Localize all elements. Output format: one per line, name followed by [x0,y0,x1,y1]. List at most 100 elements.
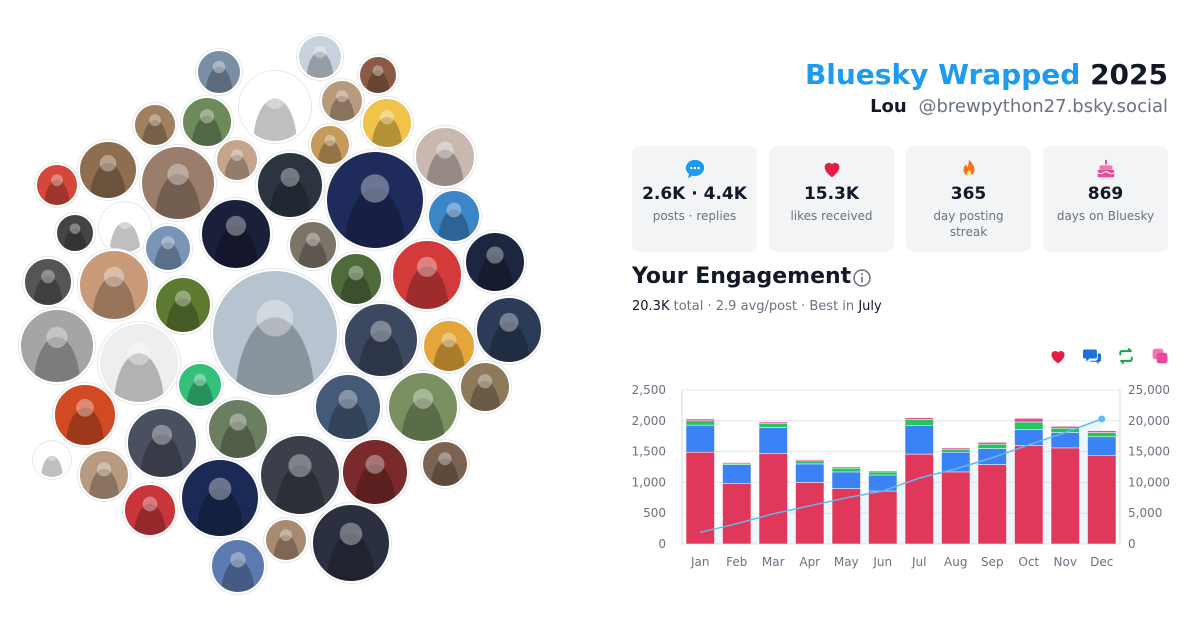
bar-replies [904,425,934,455]
quote-icon[interactable] [1150,347,1170,365]
avatar[interactable] [341,438,409,506]
avatar[interactable] [414,126,476,188]
avatar[interactable] [140,145,216,221]
bar-reposts [977,443,1007,449]
avatar[interactable] [297,34,343,80]
stat-likes: 15.3K likes received [769,146,894,252]
avatar[interactable] [133,103,177,147]
y-tick-label: 1,500 [632,445,666,459]
avatar[interactable] [210,538,266,594]
avatar[interactable] [126,407,198,479]
bar-quotes [831,466,861,469]
avatar[interactable] [427,189,481,243]
avatar[interactable] [53,383,117,447]
avatar[interactable] [154,276,212,334]
avatar-cluster [19,34,543,594]
avatar[interactable] [98,322,180,404]
avatar[interactable] [422,319,476,373]
avatar[interactable] [211,269,339,397]
avatar[interactable] [361,97,413,149]
avatar[interactable] [343,302,419,378]
avatar[interactable] [78,249,150,321]
avatar[interactable] [387,371,459,443]
avatar[interactable] [215,138,259,182]
stat-value: 365 [950,184,987,204]
engagement-best-month: July [858,299,882,314]
stat-label: days on Bluesky [1056,209,1155,223]
avatar[interactable] [259,434,341,516]
bar-reposts [941,448,971,453]
bar-replies [977,448,1007,465]
avatar[interactable] [464,231,526,293]
bar-replies [1050,432,1080,449]
bar-replies [831,471,861,489]
avatar[interactable] [144,224,192,272]
avatar[interactable] [78,449,130,501]
title-brand: Bluesky Wrapped [804,58,1081,91]
bar-reposts [758,423,788,428]
separator: · [801,299,806,314]
avatar[interactable] [421,440,469,488]
y2-tick-label: 20,000 [1128,414,1170,428]
engagement-chart: 0 500 1,000 1,500 2,000 2,500 0 5,000 10,000 15,0… [632,383,1170,569]
x-tick-label: Apr [799,555,820,569]
avatar[interactable] [329,252,383,306]
stat-value: 869 [1087,184,1124,204]
stat-days: 869 days on Bluesky [1043,146,1168,252]
heart-icon[interactable] [1048,347,1068,365]
bar-likes [685,451,715,545]
avatar[interactable] [181,96,233,148]
avatar[interactable] [309,124,351,166]
avatar[interactable] [196,49,242,95]
bar-likes [795,482,825,545]
x-tick-label: Aug [944,555,967,569]
bar-likes [941,471,971,545]
user-name: Lou [870,96,907,117]
avatar[interactable] [314,373,382,441]
avatar[interactable] [239,71,311,143]
repost-icon[interactable] [1116,347,1136,365]
bar-quotes [685,418,715,422]
cumulative-line [700,418,1103,534]
bar-quotes [977,442,1007,445]
bar-quotes [722,462,752,464]
avatar[interactable] [19,308,95,384]
avatar[interactable] [311,503,391,583]
avatar[interactable] [23,257,73,307]
info-icon[interactable] [852,268,872,288]
avatar[interactable] [123,483,177,537]
avatar[interactable] [459,361,511,413]
bar-reposts [1014,421,1044,430]
bar-replies [795,463,825,483]
avatar[interactable] [55,213,95,253]
x-tick-label: Jul [911,555,926,569]
stat-label: likes received [790,209,873,223]
reply-icon[interactable] [1082,347,1102,365]
avatar[interactable] [325,150,425,250]
avatar[interactable] [475,296,543,364]
avatar[interactable] [256,151,324,219]
avatar[interactable] [207,398,269,460]
avatar[interactable] [288,220,338,270]
avatar[interactable] [78,140,138,200]
avatar[interactable] [33,441,71,479]
bar-quotes [868,470,898,473]
avatar[interactable] [391,239,463,311]
bar-reposts [831,467,861,473]
bar-likes [1050,447,1080,545]
avatar[interactable] [177,362,223,408]
avatar[interactable] [35,163,79,207]
y-tick-label: 2,500 [632,383,666,397]
bar-replies [685,424,715,453]
bar-likes [722,483,752,545]
avatar[interactable] [264,518,308,562]
avatar[interactable] [180,458,260,538]
y2-tick-label: 10,000 [1128,475,1170,489]
bar-likes [758,453,788,545]
bar-replies [722,464,752,484]
avatar[interactable] [200,198,272,270]
avatar[interactable] [320,79,364,123]
bar-likes [1087,455,1117,545]
avatar[interactable] [358,55,398,95]
bar-quotes [904,417,934,420]
